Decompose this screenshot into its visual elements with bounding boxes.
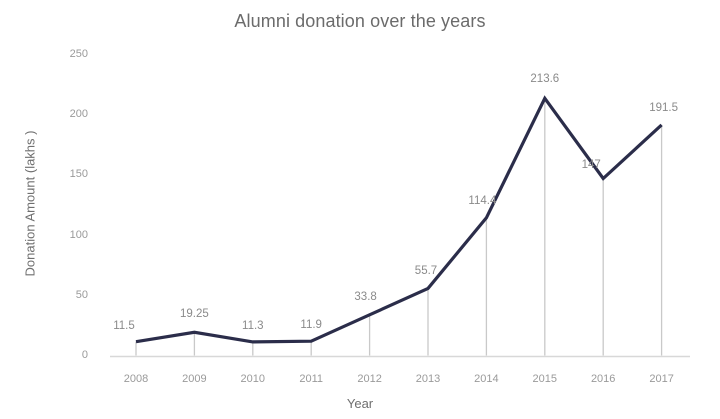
data-series-line [135,95,663,344]
data-point-label: 213.6 [530,73,560,86]
y-axis-tick-label: 200 [69,108,88,121]
data-point-label: 191.5 [649,101,678,114]
x-axis-tick-label: 2017 [649,373,674,385]
x-axis-title: Year [346,396,374,411]
x-axis-tick-label: 2014 [474,373,499,385]
y-axis-tick-label: 0 [81,349,88,361]
y-axis-tick-label: 250 [69,48,88,60]
y-axis-tick-label: 100 [69,228,88,241]
y-axis-tick-label: 150 [69,168,88,181]
x-axis-tick-label: 2011 [299,373,324,385]
x-axis-tick-label: 2010 [240,373,266,385]
data-point-label: 55.7 [414,265,438,278]
x-axis-tick-label: 2015 [532,373,558,385]
y-axis-tick-label: 50 [75,288,88,301]
data-point-label: 19.25 [180,308,209,321]
data-point-label: 114.4 [468,194,497,207]
drop-line-group [135,98,663,356]
data-point-label: 11.5 [113,319,135,332]
x-axis-tick-label: 2013 [415,373,441,385]
data-point-label: 11.9 [300,319,322,332]
x-axis-tick-label: 2008 [123,373,149,385]
x-axis-tick-label: 2009 [182,373,207,385]
data-point-label: 11.3 [242,319,264,332]
x-axis-tick-label: 2016 [590,373,616,385]
x-axis-tick-label: 2012 [357,373,382,385]
data-point-label: 147 [581,158,601,171]
data-point-label: 33.8 [354,290,377,303]
chart-title: Alumni donation over the years [234,11,486,31]
